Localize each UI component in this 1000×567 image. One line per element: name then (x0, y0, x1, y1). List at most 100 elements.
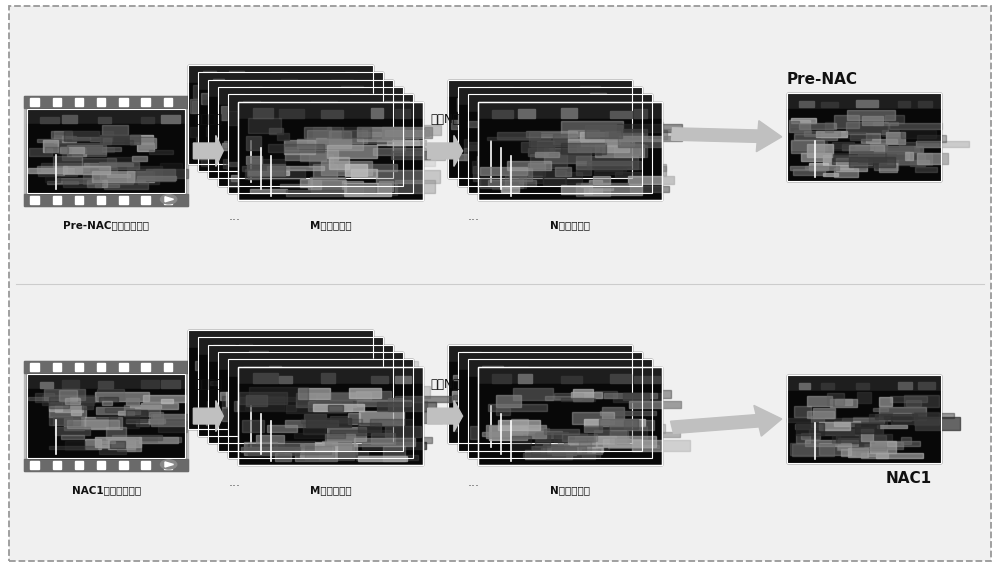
Bar (29, 147, 52, 156)
Bar (30, 98, 39, 106)
Bar (285, 113, 334, 117)
Bar (62, 154, 82, 159)
Bar (320, 401, 350, 412)
Bar (508, 103, 530, 110)
Bar (520, 416, 543, 421)
Bar (561, 108, 577, 117)
Bar (535, 433, 550, 447)
Bar (340, 134, 371, 146)
Bar (330, 159, 388, 166)
Bar (554, 392, 576, 398)
Bar (126, 419, 165, 424)
Bar (303, 435, 351, 446)
Bar (537, 385, 568, 389)
Bar (326, 426, 388, 430)
Bar (35, 392, 54, 403)
Bar (333, 358, 385, 364)
Bar (621, 394, 639, 408)
Bar (318, 88, 363, 95)
Bar (53, 461, 61, 469)
Bar (486, 412, 537, 419)
Bar (623, 393, 649, 400)
Bar (274, 102, 336, 110)
Bar (53, 98, 61, 106)
Bar (257, 151, 267, 159)
Bar (615, 404, 653, 416)
Bar (558, 388, 620, 393)
Bar (328, 146, 356, 159)
Bar (270, 116, 308, 128)
Bar (468, 112, 652, 193)
Bar (589, 396, 607, 401)
Bar (599, 418, 638, 429)
Bar (602, 407, 624, 420)
Bar (321, 388, 369, 394)
Bar (351, 169, 386, 173)
Bar (233, 361, 245, 368)
Bar (834, 421, 860, 426)
Bar (395, 375, 411, 383)
Bar (361, 387, 389, 393)
Bar (325, 122, 337, 134)
Bar (585, 172, 620, 182)
Bar (276, 151, 304, 160)
Bar (577, 142, 599, 150)
Bar (281, 417, 309, 424)
Bar (573, 138, 622, 143)
Text: ···: ··· (468, 214, 480, 227)
Bar (203, 71, 216, 81)
Bar (804, 131, 840, 136)
Bar (910, 154, 925, 166)
Bar (333, 422, 348, 431)
Bar (517, 385, 579, 392)
Bar (347, 107, 405, 118)
Bar (834, 115, 859, 128)
Bar (611, 128, 658, 132)
Bar (371, 143, 430, 147)
Bar (297, 393, 317, 399)
Bar (472, 124, 501, 128)
Bar (807, 412, 834, 418)
Bar (65, 398, 80, 404)
Bar (365, 88, 381, 95)
Bar (498, 420, 540, 430)
Bar (230, 119, 249, 126)
Bar (554, 392, 583, 399)
Bar (335, 445, 383, 452)
Bar (309, 429, 341, 437)
Bar (267, 404, 296, 413)
Bar (341, 128, 387, 138)
Bar (130, 405, 161, 408)
Bar (555, 373, 605, 384)
Bar (475, 150, 513, 158)
Bar (277, 425, 328, 432)
Bar (361, 163, 422, 176)
Bar (548, 376, 608, 390)
Bar (270, 426, 321, 430)
Bar (232, 103, 285, 111)
Bar (288, 414, 325, 425)
Bar (384, 159, 435, 166)
Bar (584, 165, 618, 179)
Bar (244, 139, 289, 142)
Bar (300, 444, 357, 457)
Bar (264, 427, 276, 437)
Bar (82, 400, 93, 409)
Bar (592, 186, 613, 190)
Bar (99, 163, 139, 169)
Bar (263, 139, 286, 151)
Bar (55, 168, 64, 175)
Bar (117, 444, 135, 451)
Bar (98, 382, 113, 388)
Bar (794, 406, 811, 417)
Bar (346, 387, 404, 398)
Bar (231, 175, 281, 181)
Bar (365, 354, 391, 361)
Bar (292, 134, 330, 138)
Bar (356, 119, 401, 124)
Bar (477, 155, 504, 166)
Bar (351, 429, 382, 437)
Bar (379, 181, 393, 191)
Bar (527, 395, 566, 407)
Bar (384, 170, 418, 183)
